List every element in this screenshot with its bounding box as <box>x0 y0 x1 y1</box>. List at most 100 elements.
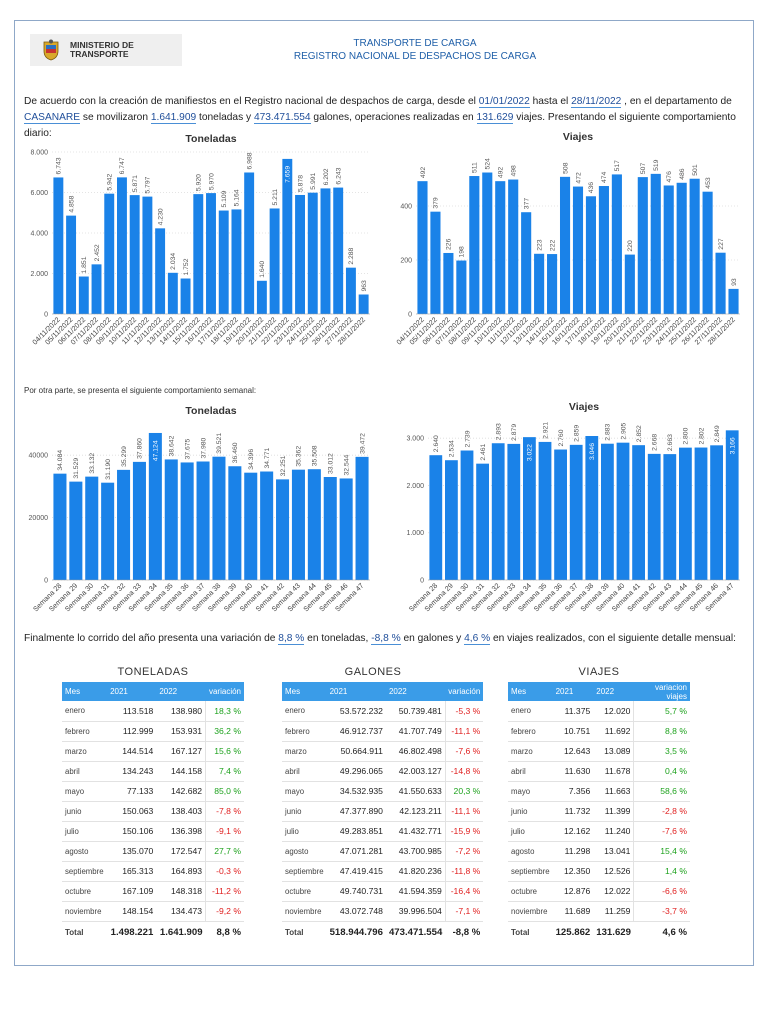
value-cell: 150.063 <box>107 801 157 822</box>
value-cell: 41.432.771 <box>385 821 446 842</box>
month-cell: junio <box>62 801 108 822</box>
value-cell: 41.820.236 <box>385 861 446 882</box>
month-cell: octubre <box>508 881 553 902</box>
final-text: en toneladas, <box>304 633 372 644</box>
chart-title: Toneladas <box>185 405 236 417</box>
bar <box>647 453 661 580</box>
bar <box>66 215 77 314</box>
table-row: noviembre 148.154 134.473 -9,2 % <box>62 901 244 922</box>
column-header: Mes <box>62 682 108 701</box>
table-head: Mes 2021 2022 variación <box>282 682 484 701</box>
data-label: 2.663 <box>667 434 674 451</box>
data-label: 1.851 <box>81 256 88 273</box>
table-head: Mes 2021 2022 variación <box>62 682 244 701</box>
y-tick-label: 1.000 <box>406 530 424 537</box>
month-cell: noviembre <box>62 901 108 922</box>
bar <box>231 209 242 314</box>
value-cell: 41.594.359 <box>385 881 446 902</box>
value-cell: -11,1 % <box>445 801 484 822</box>
value-cell: -0,3 % <box>205 861 244 882</box>
total-row: Total 1.498.221 1.641.909 8,8 % <box>62 920 244 943</box>
month-cell: febrero <box>282 721 327 742</box>
value-cell: -7,6 % <box>445 741 484 762</box>
table-body: enero 113.518 138.980 18,3 % febrero 112.999 1… <box>62 701 244 943</box>
value-cell: -14,8 % <box>445 761 484 782</box>
value-cell: 167.109 <box>107 881 157 902</box>
table-row: octubre 167.109 148.318 -11,2 % <box>62 881 244 902</box>
value-cell: -5,3 % <box>445 701 484 722</box>
value-cell: 85,0 % <box>205 781 244 802</box>
value-cell: -7,1 % <box>445 901 484 922</box>
total-label: Total <box>62 920 108 943</box>
data-label: 7.659 <box>285 166 292 183</box>
data-label: 519 <box>653 159 660 171</box>
value-cell: 12.643 <box>552 741 594 762</box>
bar <box>469 176 480 314</box>
bar <box>206 193 216 314</box>
report-title: TRANSPORTE DE CARGA REGISTRO NACIONAL DE… <box>220 37 610 63</box>
data-table: Mes 2021 2022 variacion viajes enero 11.375 12… <box>508 682 690 943</box>
data-label: 34.396 <box>248 449 255 470</box>
data-label: 2.802 <box>698 427 705 444</box>
intro-text: se movilizaron <box>80 112 151 123</box>
table-row: septiembre 47.419.415 41.820.236 -11,8 % <box>282 861 484 882</box>
data-label: 37.980 <box>200 437 207 458</box>
bar <box>611 174 622 314</box>
data-label: 222 <box>549 239 556 251</box>
month-cell: enero <box>508 701 553 722</box>
bar <box>276 479 290 580</box>
bar <box>104 193 115 314</box>
value-cell: 3,5 % <box>633 741 690 762</box>
bar <box>572 186 584 314</box>
value-cell: 136.398 <box>156 821 207 842</box>
table-row: septiembre 12.350 12.526 1,4 % <box>508 861 690 882</box>
value-cell: 42.123.211 <box>385 801 446 822</box>
report-frame <box>14 20 754 966</box>
value-cell: 148.154 <box>107 901 157 922</box>
bar <box>323 477 337 580</box>
bar <box>443 252 454 314</box>
bar <box>180 462 194 580</box>
data-label: 5.164 <box>234 189 241 206</box>
table-row: noviembre 11.689 11.259 -3,7 % <box>508 901 690 922</box>
department: CASANARE <box>24 112 81 124</box>
data-label: 2.905 <box>620 422 627 439</box>
value-cell: 47.419.415 <box>326 861 386 882</box>
header-row: Mes 2021 2022 variación <box>62 682 244 701</box>
bar <box>430 211 441 314</box>
data-label: 2.800 <box>683 427 690 444</box>
bar <box>616 442 630 580</box>
value-cell: 112.999 <box>107 721 157 742</box>
table-row: mayo 7.356 11.663 58,6 % <box>508 781 690 802</box>
column-header: 2021 <box>326 682 386 701</box>
value-cell: -2,8 % <box>633 801 690 822</box>
table-row: febrero 10.751 11.692 8,8 % <box>508 721 690 742</box>
bar <box>702 191 713 314</box>
month-cell: enero <box>282 701 327 722</box>
table-title: GALONES <box>344 666 402 678</box>
bar <box>694 447 708 580</box>
value-cell: 144.158 <box>156 761 207 782</box>
data-label: 2.288 <box>348 247 355 264</box>
bar <box>101 482 115 580</box>
variation-trips: 4,6 % <box>464 633 491 645</box>
value-cell: -11,1 % <box>445 721 484 742</box>
bar <box>256 280 267 314</box>
data-label: 227 <box>718 238 725 250</box>
data-label: 220 <box>627 240 634 252</box>
data-label: 436 <box>588 182 595 194</box>
bar <box>456 260 467 314</box>
bar <box>598 186 609 314</box>
table-row: enero 113.518 138.980 18,3 % <box>62 701 244 722</box>
bar <box>601 443 614 580</box>
table-row: marzo 144.514 167.127 15,6 % <box>62 741 244 762</box>
bar <box>624 254 635 314</box>
bar <box>663 185 674 314</box>
value-cell: 113.518 <box>107 701 157 722</box>
final-text: Finalmente lo corrido del año presenta u… <box>24 633 279 644</box>
bar <box>663 454 677 580</box>
data-label: 37.860 <box>137 438 144 459</box>
y-tick-label: 40000 <box>29 453 49 460</box>
month-cell: septiembre <box>508 861 553 882</box>
data-label: 38.642 <box>169 435 176 456</box>
